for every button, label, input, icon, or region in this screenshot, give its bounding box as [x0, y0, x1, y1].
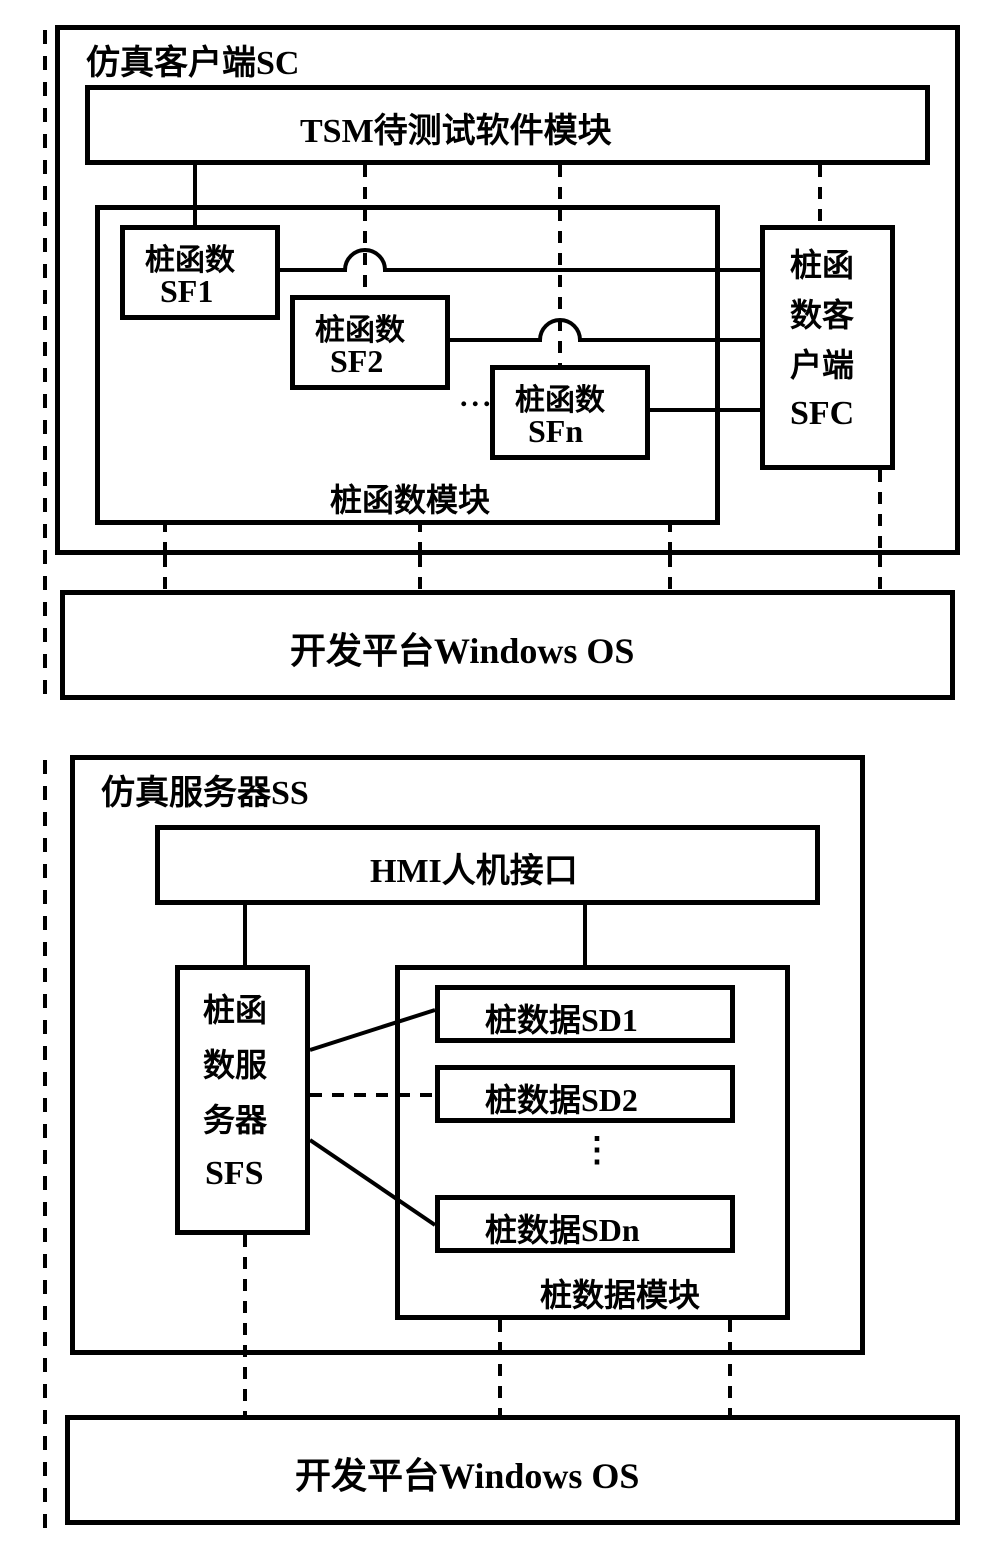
sd-module-label: 桩数据模块 [540, 1270, 700, 1316]
sf2-l2: SF2 [330, 343, 383, 380]
sd1-label: 桩数据SD1 [485, 995, 638, 1041]
sfs-l1: 桩函 [203, 985, 267, 1031]
sd2-label: 桩数据SD2 [485, 1075, 638, 1121]
tsm-label: TSM待测试软件模块 [300, 103, 612, 152]
platform2-label: 开发平台Windows OS [295, 1447, 639, 1499]
sd-dots: ⋮ [580, 1130, 614, 1170]
sf1-l2: SF1 [160, 273, 213, 310]
sfc-l2: 数客 [790, 290, 854, 336]
sdn-label: 桩数据SDn [485, 1205, 640, 1251]
server-title: 仿真服务器SS [95, 765, 315, 814]
sfs-l3: 务器 [203, 1095, 267, 1141]
sfc-l4: SFC [790, 395, 854, 433]
sfs-l4: SFS [205, 1155, 264, 1193]
client-title: 仿真客户端SC [80, 35, 305, 84]
sfn-l2: SFn [528, 413, 583, 450]
sfc-l3: 户端 [790, 340, 854, 386]
platform1-label: 开发平台Windows OS [290, 622, 634, 674]
hmi-label: HMI人机接口 [370, 843, 578, 892]
sfc-l1: 桩函 [790, 240, 854, 286]
sfs-l2: 数服 [203, 1040, 267, 1086]
sf-module-label: 桩函数模块 [330, 475, 490, 521]
